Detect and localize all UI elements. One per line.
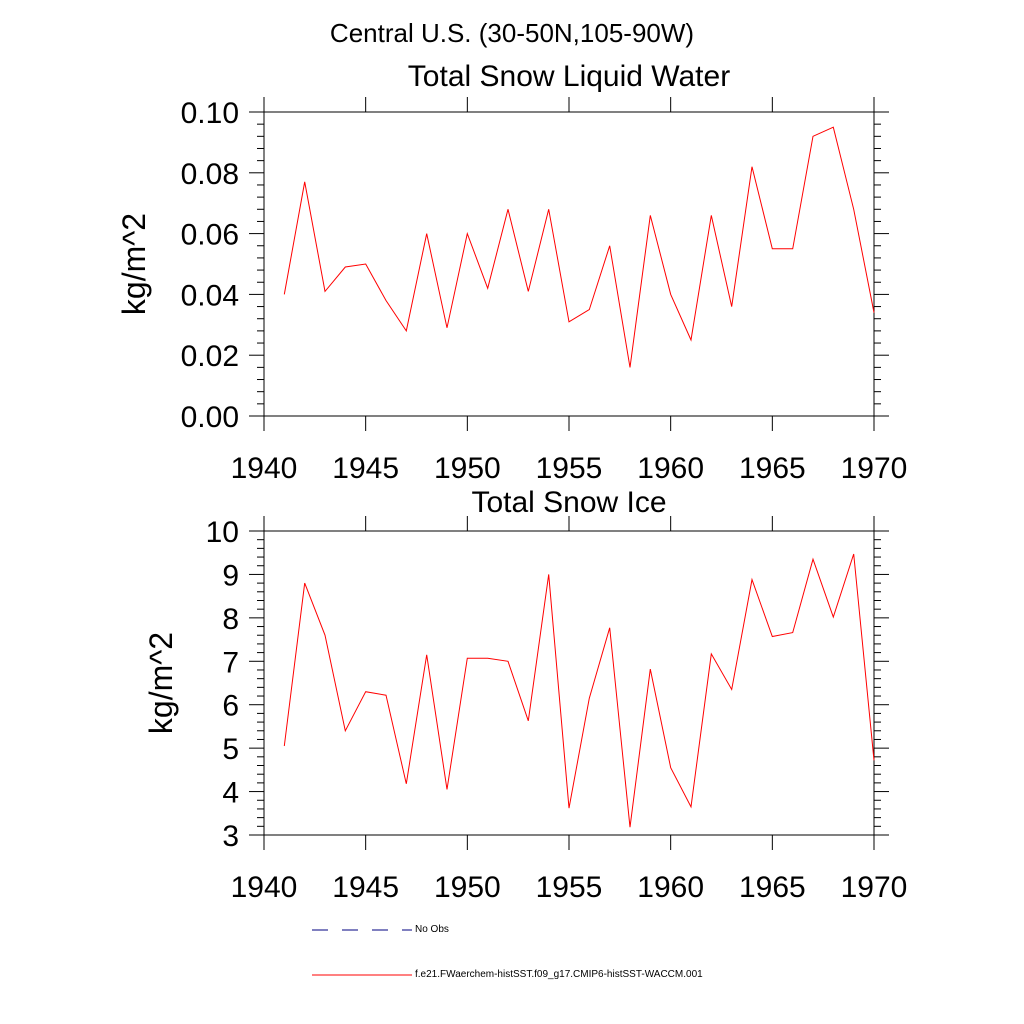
- chart-title-snow-liquid-water: Total Snow Liquid Water: [407, 60, 731, 93]
- snow-ice-plot-frame: [263, 530, 875, 836]
- liquid-water-x-tick-label: 1960: [637, 452, 704, 485]
- legend-label-no-obs: No Obs: [415, 924, 449, 935]
- snow-ice-x-tick-label: 1945: [332, 871, 399, 904]
- liquid-water-plot-frame: [263, 111, 875, 417]
- liquid-water-x-tick-label: 1945: [332, 452, 399, 485]
- liquid-water-y-tick-label: 0.02: [181, 340, 239, 373]
- liquid-water-x-tick-label: 1940: [231, 452, 298, 485]
- snow-ice-y-tick-label: 5: [222, 733, 239, 766]
- snow-ice-y-tick-label: 6: [222, 690, 239, 723]
- liquid-water-x-tick-label: 1970: [841, 452, 908, 485]
- snow-ice-x-tick-label: 1940: [231, 871, 298, 904]
- snow-ice-y-tick-label: 9: [222, 559, 239, 592]
- snow-ice-x-tick-label: 1960: [637, 871, 704, 904]
- liquid-water-y-tick-label: 0.04: [181, 279, 239, 312]
- snow-ice-y-tick-label: 7: [222, 646, 239, 679]
- legend-label-model-run: f.e21.FWaerchem-histSST.f09_g17.CMIP6-hi…: [415, 969, 703, 980]
- liquid-water-y-tick-label: 0.10: [181, 97, 239, 130]
- liquid-water-x-tick-label: 1965: [739, 452, 806, 485]
- snow-ice-y-tick-label: 4: [222, 777, 239, 810]
- liquid-water-series-line: [283, 126, 875, 368]
- liquid-water-x-tick-label: 1955: [536, 452, 603, 485]
- liquid-water-y-tick-label: 0.06: [181, 219, 239, 252]
- snow-ice-y-axis-label: kg/m^2: [143, 632, 179, 734]
- liquid-water-y-axis-label: kg/m^2: [116, 213, 152, 315]
- snow-ice-y-tick-label: 3: [222, 820, 239, 853]
- snow-ice-x-tick-label: 1965: [739, 871, 806, 904]
- snow-ice-y-tick-label: 10: [206, 516, 239, 549]
- chart-title-snow-ice: Total Snow Ice: [471, 486, 667, 519]
- liquid-water-x-tick-label: 1950: [434, 452, 501, 485]
- snow-ice-y-tick-label: 8: [222, 603, 239, 636]
- liquid-water-y-tick-label: 0.00: [181, 401, 239, 434]
- snow-ice-x-tick-label: 1955: [536, 871, 603, 904]
- snow-ice-series-line: [283, 553, 875, 828]
- snow-ice-x-tick-label: 1970: [841, 871, 908, 904]
- page-title: Central U.S. (30-50N,105-90W): [329, 18, 695, 48]
- liquid-water-y-tick-label: 0.08: [181, 158, 239, 191]
- snow-ice-x-tick-label: 1950: [434, 871, 501, 904]
